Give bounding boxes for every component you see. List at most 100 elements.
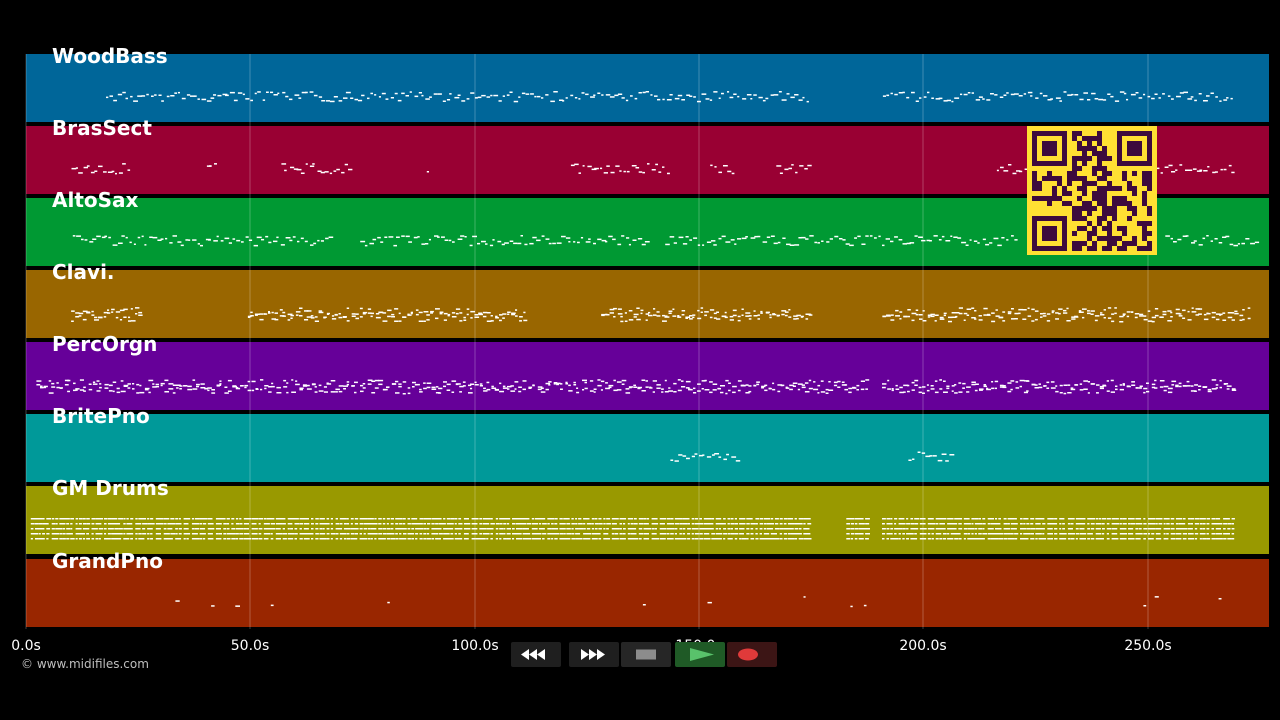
note-mark [565,237,571,239]
stop-button[interactable] [621,642,671,667]
note-mark [318,390,324,392]
note-mark [745,392,750,394]
note-mark [594,167,599,170]
note-mark [518,96,521,98]
note-mark [1062,528,1065,530]
note-mark [898,523,903,525]
note-mark [894,528,899,530]
note-mark [659,533,665,535]
note-mark [1023,528,1027,530]
note-mark [547,523,550,525]
note-mark [971,518,975,520]
note-mark [299,523,304,525]
note-mark [112,390,115,393]
note-mark [75,518,79,520]
note-mark [344,163,348,166]
note-mark [704,379,707,382]
note-mark [1182,533,1187,535]
note-mark [246,533,250,535]
note-mark [963,533,968,535]
note-mark [411,528,415,530]
note-mark [1175,518,1181,520]
note-mark [91,314,95,316]
note-mark [468,392,473,394]
note-mark [646,518,650,520]
note-mark [995,533,1000,535]
note-mark [381,92,386,95]
note-mark [82,538,86,540]
note-mark [846,518,851,520]
note-mark [367,312,372,314]
note-mark [907,384,910,387]
note-mark [781,310,787,312]
note-mark [1151,518,1156,520]
note-mark [645,313,649,315]
note-mark [638,171,643,173]
note-mark [418,311,423,314]
note-mark [499,319,502,322]
note-mark [270,538,274,540]
note-mark [441,236,445,238]
note-mark [218,518,224,520]
note-mark [1010,528,1016,530]
note-mark [204,387,208,390]
note-mark [709,99,713,101]
note-mark [1130,93,1136,96]
note-mark [359,307,363,310]
note-mark [1026,528,1031,530]
note-mark [978,96,983,98]
note-mark [1038,386,1043,389]
note-mark [511,312,516,314]
note-mark [67,379,71,382]
note-mark [758,96,763,99]
note-mark [158,94,162,96]
note-mark [1231,528,1235,530]
note-mark [70,538,75,540]
track-label-3: Clavi. [52,260,115,284]
note-mark [35,528,40,530]
note-mark [223,538,226,540]
note-mark [1110,379,1114,382]
note-mark [359,538,365,540]
note-mark [1222,319,1227,321]
note-mark [974,518,979,520]
note-mark [666,538,672,540]
note-mark [519,538,523,540]
note-mark [745,315,750,317]
note-mark [1211,379,1217,381]
note-mark [553,382,558,384]
note-mark [1114,312,1117,315]
note-mark [1163,389,1167,392]
note-mark [306,533,311,535]
note-mark [531,518,535,520]
note-mark [426,386,431,389]
note-mark [30,518,36,520]
note-mark [130,528,133,530]
note-mark [1170,538,1176,540]
note-mark [1038,383,1041,385]
note-mark [874,237,877,239]
note-mark [906,523,910,525]
track-label-5: BritePno [52,404,150,428]
note-mark [55,538,59,540]
note-mark [865,235,869,237]
note-mark [285,237,291,239]
note-mark [726,453,729,456]
note-mark [638,523,644,525]
fast-forward-button[interactable] [569,642,619,667]
note-mark [895,384,898,387]
note-mark [1034,384,1038,386]
note-mark [118,242,123,244]
note-mark [1146,390,1150,393]
play-button[interactable] [675,642,725,667]
note-mark [412,386,415,388]
record-button[interactable] [727,642,777,667]
note-mark [387,315,391,318]
rewind-button[interactable] [511,642,561,667]
note-mark [271,311,274,314]
note-mark [825,388,829,391]
note-mark [739,538,742,540]
note-mark [1058,312,1061,315]
note-mark [299,315,303,317]
note-mark [948,320,952,323]
